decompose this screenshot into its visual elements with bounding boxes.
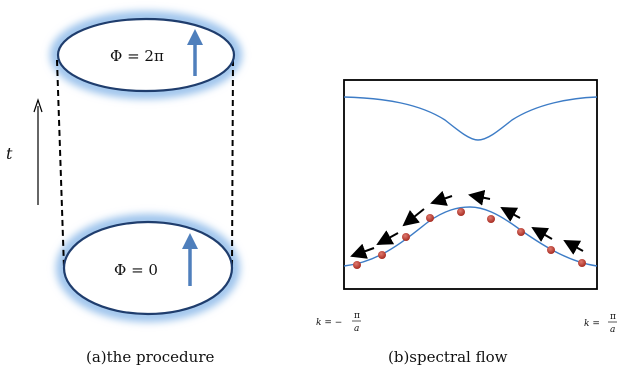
time-label: t [6,144,13,163]
state-dot [402,233,410,241]
flow-arrow-icon [430,190,453,206]
upper-band [343,96,598,141]
k-right-label: k = π a [584,312,617,335]
cylinder-right-edge [231,59,234,269]
lower-band [343,206,598,267]
flux-arrow-top-icon [187,29,203,76]
bottom-ring-label: Φ = 0 [114,261,158,279]
k-left-num: π [354,311,360,321]
state-dot [426,214,434,222]
flow-arrow-icon [376,230,399,245]
caption-spectral-flow: (b)spectral flow [388,348,508,366]
k-right-num: π [610,312,616,322]
top-ring-glow [50,11,242,99]
state-dot [353,261,361,269]
plot-frame [343,79,598,290]
spectral-flow-plot: k = − π a k = π a [316,79,617,335]
top-ring [56,17,236,93]
flow-arrows [350,189,584,259]
flow-arrow-icon [468,189,491,206]
bottom-ring-glow [56,214,240,322]
occupied-states [353,208,586,269]
cylinder-left-edge [56,59,65,269]
state-dot [517,228,525,236]
k-left-label: k = − π a [316,311,361,334]
state-dot [547,246,555,254]
state-dot [378,251,386,259]
caption-procedure: (a)the procedure [86,348,215,366]
k-left-prefix: k = − [316,318,342,328]
state-dot [578,259,586,267]
flux-arrow-bottom-icon [182,233,198,286]
flow-arrow-icon [402,208,425,227]
flow-arrow-icon [563,240,584,255]
k-left-den: a [354,324,359,334]
top-ring-label: Φ = 2π [110,47,164,65]
time-arrow-icon [33,98,43,205]
k-right-prefix: k = [584,319,600,329]
flow-arrow-icon [350,243,375,259]
k-right-den: a [610,325,615,335]
flow-arrow-icon [531,226,553,242]
flow-arrow-icon [500,207,521,222]
state-dot [457,208,465,216]
procedure-diagram: Φ = 2π Φ = 0 t [6,11,242,322]
state-dot [487,215,495,223]
